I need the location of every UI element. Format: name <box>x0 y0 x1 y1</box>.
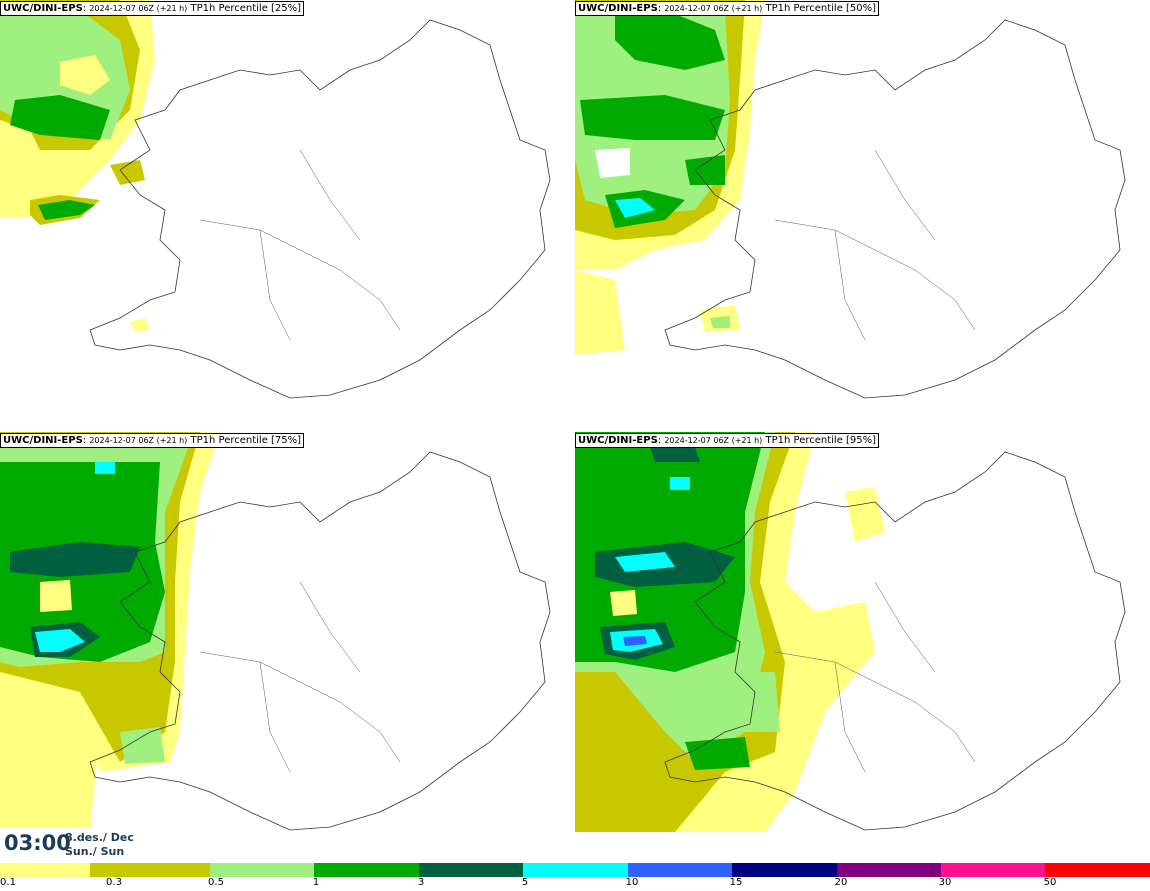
colorbar-segment <box>523 863 628 877</box>
precip-field <box>0 0 155 332</box>
colorbar-tick-label: 3 <box>417 877 425 888</box>
panel-title: UWC/DINI-EPS: 2024-12-07 06Z (+21 h) TP1… <box>575 1 880 16</box>
panel-title: UWC/DINI-EPS: 2024-12-07 06Z (+21 h) TP1… <box>0 433 305 448</box>
colorbar-segment <box>837 863 941 877</box>
coastline <box>664 19 1126 399</box>
colorbar-labels: 0.1 0.3 0.5 1 3 5 10 15 20 30 50 <box>0 877 1150 891</box>
precip-field <box>575 432 885 832</box>
colorbar-tick-label: 30 <box>938 877 952 888</box>
coastline <box>89 19 551 399</box>
colorbar-segment <box>419 863 523 877</box>
colorbar-tick-label: 0.5 <box>208 877 224 888</box>
coastline <box>89 451 551 831</box>
colorbar-segment <box>0 863 90 877</box>
precip-field <box>575 0 765 355</box>
valid-date-line1: 8.des./ Dec <box>65 831 134 844</box>
map-panel-p25: UWC/DINI-EPS: 2024-12-07 06Z (+21 h) TP1… <box>0 0 575 432</box>
iceland-map <box>575 432 1126 832</box>
colorbar-segment <box>90 863 210 877</box>
iceland-map <box>0 0 551 399</box>
colorbar-segment <box>941 863 1045 877</box>
colorbar-tick-label: 10 <box>625 877 639 888</box>
map-panel-p95: UWC/DINI-EPS: 2024-12-07 06Z (+21 h) TP1… <box>575 432 1150 864</box>
colorbar-tick-label: 1 <box>312 877 320 888</box>
coastline <box>664 451 1126 831</box>
colorbar-tick-label: 15 <box>729 877 743 888</box>
colorbar-segment <box>1045 863 1150 877</box>
colorbar-segment <box>732 863 837 877</box>
colorbar-segment <box>314 863 419 877</box>
panel-title: UWC/DINI-EPS: 2024-12-07 06Z (+21 h) TP1… <box>0 1 305 16</box>
valid-time: 03:00 <box>4 831 71 855</box>
colorbar-tick-label: 50 <box>1043 877 1057 888</box>
valid-date-line2: Sun./ Sun <box>65 845 125 858</box>
precip-field <box>0 432 220 832</box>
colorbar-tick-label: 20 <box>834 877 848 888</box>
colorbar-tick-label: 0.1 <box>0 877 16 888</box>
valid-time-box: 03:00 8.des./ Dec Sun./ Sun <box>0 827 140 861</box>
map-panel-p75: UWC/DINI-EPS: 2024-12-07 06Z (+21 h) TP1… <box>0 432 575 864</box>
colorbar <box>0 863 1150 877</box>
colorbar-segment <box>210 863 314 877</box>
iceland-map <box>575 0 1126 399</box>
panel-title: UWC/DINI-EPS: 2024-12-07 06Z (+21 h) TP1… <box>575 433 880 448</box>
colorbar-tick-label: 0.3 <box>106 877 122 888</box>
iceland-map <box>0 432 551 832</box>
colorbar-segment <box>628 863 732 877</box>
colorbar-tick-label: 5 <box>521 877 529 888</box>
map-panel-p50: UWC/DINI-EPS: 2024-12-07 06Z (+21 h) TP1… <box>575 0 1150 432</box>
